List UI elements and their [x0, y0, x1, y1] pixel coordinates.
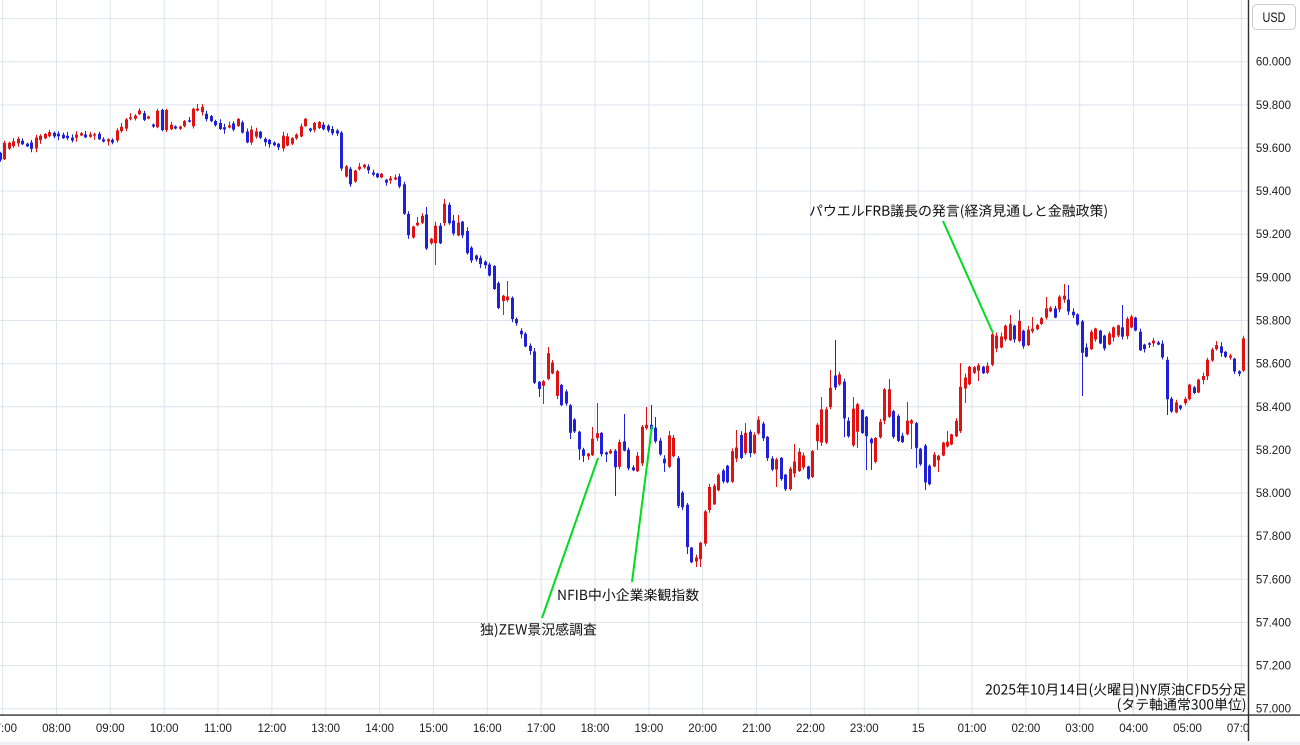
- svg-text:03:00: 03:00: [1065, 723, 1094, 735]
- svg-text:01:00: 01:00: [958, 723, 987, 735]
- svg-text:59.200: 59.200: [1256, 229, 1291, 241]
- svg-text:58.800: 58.800: [1256, 316, 1291, 328]
- svg-text:22:00: 22:00: [796, 723, 825, 735]
- svg-text:23:00: 23:00: [850, 723, 879, 735]
- svg-text:57.400: 57.400: [1256, 617, 1291, 629]
- svg-text:58.600: 58.600: [1256, 359, 1291, 371]
- svg-text:20:00: 20:00: [688, 723, 717, 735]
- svg-text:13:00: 13:00: [311, 723, 340, 735]
- svg-text:07:00: 07:00: [0, 723, 17, 735]
- svg-text:59.800: 59.800: [1256, 100, 1291, 112]
- svg-text:59.400: 59.400: [1256, 186, 1291, 198]
- svg-text:60.000: 60.000: [1256, 57, 1291, 69]
- svg-text:14:00: 14:00: [365, 723, 394, 735]
- svg-text:58.000: 58.000: [1256, 488, 1291, 500]
- svg-text:57.800: 57.800: [1256, 531, 1291, 543]
- svg-text:07:00: 07:00: [1227, 723, 1256, 735]
- svg-text:59.000: 59.000: [1256, 272, 1291, 284]
- svg-text:58.400: 58.400: [1256, 402, 1291, 414]
- svg-text:02:00: 02:00: [1012, 723, 1041, 735]
- svg-text:08:00: 08:00: [42, 723, 71, 735]
- svg-text:12:00: 12:00: [258, 723, 287, 735]
- svg-text:57.000: 57.000: [1256, 704, 1291, 716]
- svg-text:19:00: 19:00: [635, 723, 664, 735]
- svg-text:11:00: 11:00: [204, 723, 232, 735]
- svg-text:USD: USD: [1263, 10, 1286, 25]
- svg-text:57.200: 57.200: [1256, 661, 1291, 673]
- svg-text:15:00: 15:00: [419, 723, 448, 735]
- svg-text:18:00: 18:00: [581, 723, 610, 735]
- svg-text:57.600: 57.600: [1256, 574, 1291, 586]
- svg-text:15: 15: [912, 723, 925, 735]
- svg-text:17:00: 17:00: [527, 723, 556, 735]
- svg-text:16:00: 16:00: [473, 723, 502, 735]
- svg-text:21:00: 21:00: [742, 723, 771, 735]
- svg-text:04:00: 04:00: [1119, 723, 1148, 735]
- svg-text:10:00: 10:00: [150, 723, 179, 735]
- svg-text:59.600: 59.600: [1256, 143, 1291, 155]
- svg-text:05:00: 05:00: [1173, 723, 1202, 735]
- svg-text:58.200: 58.200: [1256, 445, 1291, 457]
- svg-text:09:00: 09:00: [96, 723, 125, 735]
